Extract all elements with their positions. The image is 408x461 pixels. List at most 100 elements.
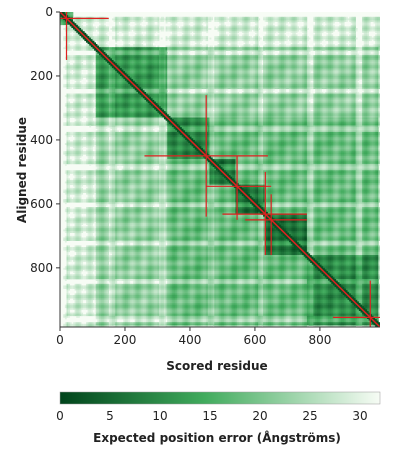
heatmap-cell (191, 27, 194, 30)
heatmap-cell (326, 31, 329, 34)
heatmap-cell (248, 27, 251, 30)
heatmap-cell (251, 19, 254, 22)
heatmap-cell (194, 16, 197, 19)
heatmap-cell (272, 26, 275, 29)
heatmap-cell (124, 29, 127, 32)
heatmap-cell (272, 16, 275, 19)
heatmap-cell (316, 21, 319, 24)
heatmap-cell (71, 26, 74, 29)
heatmap-cell (295, 35, 298, 38)
heatmap-cell (321, 39, 324, 42)
heatmap-cell (147, 24, 150, 27)
heatmap-cell (224, 40, 226, 43)
heatmap-cell (167, 18, 170, 21)
heatmap-cell (373, 19, 376, 22)
heatmap-cell (373, 16, 376, 19)
heatmap-cell (66, 27, 69, 30)
heatmap-cell (228, 31, 231, 34)
heatmap-cell (289, 35, 291, 38)
heatmap-cell (354, 26, 356, 29)
heatmap-cell (342, 42, 345, 45)
heatmap-cell (126, 35, 129, 38)
heatmap-cell (238, 39, 241, 42)
heatmap-cell (107, 18, 110, 21)
heatmap-cell (315, 18, 317, 21)
heatmap-cell (282, 24, 285, 27)
heatmap-cell (90, 39, 93, 42)
heatmap-cell (256, 37, 259, 40)
heatmap-cell (123, 31, 126, 34)
heatmap-cell (318, 18, 321, 21)
heatmap-cell (69, 18, 72, 21)
heatmap-cell (279, 19, 282, 22)
heatmap-cell (246, 24, 249, 27)
heatmap-cell (339, 26, 342, 29)
heatmap-cell (321, 19, 324, 22)
heatmap-cell (176, 40, 179, 43)
heatmap-cell (224, 39, 226, 42)
heatmap-cell (316, 27, 319, 30)
heatmap-cell (363, 19, 366, 22)
heatmap-cell (90, 34, 93, 37)
heatmap-cell (194, 32, 197, 35)
heatmap-cell (267, 39, 270, 42)
heatmap-cell (204, 26, 207, 29)
heatmap-cell (123, 39, 126, 42)
heatmap-cell (256, 42, 259, 45)
heatmap-cell (319, 21, 322, 24)
heatmap-cell (363, 40, 366, 43)
heatmap-cell (76, 23, 79, 26)
heatmap-cell (349, 26, 352, 29)
heatmap-cell (64, 18, 67, 21)
heatmap-cell (66, 37, 69, 40)
heatmap-cell (136, 27, 139, 30)
heatmap-cell (170, 16, 173, 19)
heatmap-cell (319, 31, 322, 34)
heatmap-cell (204, 19, 207, 22)
heatmap-cell (193, 26, 196, 29)
heatmap-cell (365, 29, 368, 32)
heatmap-cell (264, 16, 267, 19)
heatmap-cell (206, 19, 209, 22)
heatmap-cell (152, 39, 155, 42)
heatmap-cell (100, 39, 103, 42)
heatmap-cell (168, 26, 171, 29)
heatmap-cell (124, 32, 127, 35)
heatmap-cell (69, 13, 72, 16)
heatmap-cell (324, 24, 327, 27)
heatmap-cell (90, 29, 93, 32)
heatmap-cell (363, 31, 366, 34)
heatmap-cell (319, 18, 322, 21)
heatmap-cell (183, 16, 186, 19)
heatmap-cell (188, 37, 191, 40)
heatmap-cell (272, 39, 275, 42)
heatmap-cell (220, 34, 223, 37)
heatmap-cell (175, 37, 178, 40)
heatmap-cell (69, 29, 72, 32)
heatmap-cell (328, 32, 330, 35)
heatmap-cell (228, 37, 231, 40)
heatmap-cell (66, 40, 69, 43)
heatmap-cell (349, 35, 352, 38)
heatmap-cell (61, 15, 64, 18)
heatmap-cell (105, 35, 108, 38)
heatmap-cell (139, 39, 142, 42)
heatmap-cell (85, 27, 88, 30)
heatmap-cell (87, 16, 90, 19)
heatmap-cell (230, 40, 233, 43)
heatmap-cell (274, 37, 277, 40)
heatmap-cell (328, 23, 330, 26)
heatmap-cell (152, 34, 155, 37)
heatmap-cell (100, 19, 103, 22)
heatmap-cell (253, 37, 256, 40)
heatmap-cell (89, 39, 92, 42)
heatmap-cell (329, 37, 332, 40)
heatmap-cell (354, 31, 356, 34)
heatmap-cell (204, 29, 207, 32)
heatmap-cell (365, 32, 368, 35)
heatmap-cell (289, 37, 291, 40)
heatmap-cell (266, 19, 269, 22)
heatmap-cell (371, 29, 374, 32)
heatmap-cell (215, 35, 218, 38)
heatmap-cell (285, 35, 288, 38)
